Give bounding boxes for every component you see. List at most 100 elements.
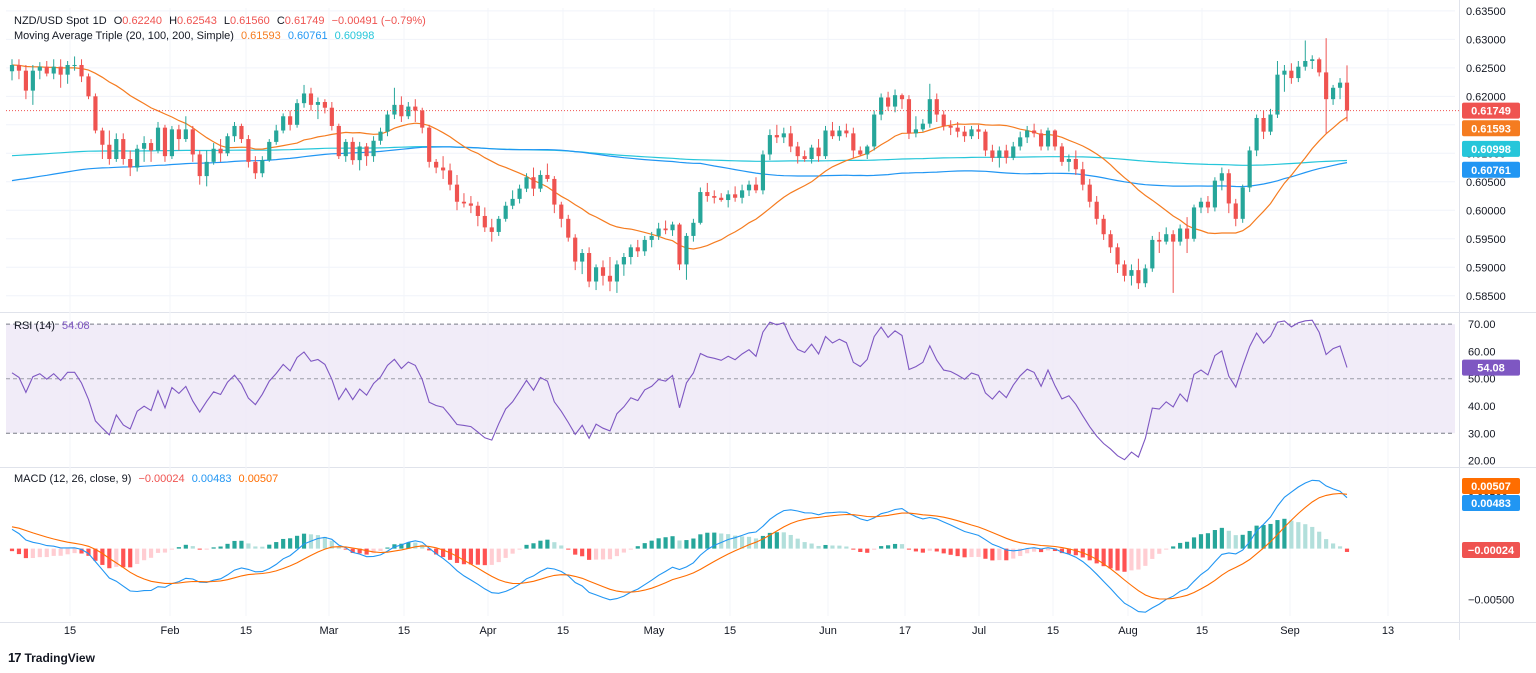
candle-body	[621, 257, 626, 265]
candle-body	[1038, 133, 1044, 147]
macd-histogram-bar	[733, 535, 738, 549]
macd-histogram-bar	[990, 548, 995, 561]
candle-body	[350, 141, 355, 161]
macd-histogram-bar	[114, 548, 119, 567]
candle-body	[1337, 82, 1343, 88]
macd-histogram-bar	[1282, 518, 1287, 549]
macd-histogram-bar	[948, 548, 953, 555]
candle-body	[190, 129, 195, 155]
candle-body	[197, 154, 202, 177]
rsi-legend: RSI (14) 54.08	[14, 319, 94, 333]
macd-tick-label: −0.00500	[1468, 595, 1514, 607]
macd-histogram-bar	[927, 548, 932, 551]
macd-histogram-bar	[225, 543, 230, 549]
candle-body	[886, 97, 891, 107]
macd-histogram-bar	[566, 548, 571, 550]
candle-body	[1184, 228, 1190, 239]
time-tick-label: Jul	[972, 625, 986, 637]
candle-body	[288, 116, 293, 125]
macd-histogram-bar	[899, 544, 905, 549]
candle-body	[941, 114, 946, 126]
macd-histogram-bar	[1205, 533, 1211, 549]
candle-body	[1087, 184, 1092, 202]
tradingview-mark-icon: 17	[8, 650, 22, 665]
macd-histogram-bar	[600, 548, 606, 560]
candle-body	[1073, 159, 1078, 170]
time-tick-label: 15	[64, 625, 76, 637]
macd-histogram-bar	[809, 543, 814, 549]
candle-body	[79, 64, 84, 77]
macd-histogram-bar	[1157, 548, 1162, 554]
candle-body	[635, 247, 640, 252]
candle-body	[420, 110, 425, 128]
tradingview-logo[interactable]: 17 TradingView	[8, 650, 95, 665]
macd-histogram-bar	[1101, 548, 1106, 567]
macd-histogram-bar	[1324, 539, 1329, 549]
macd-histogram-bar	[16, 548, 22, 555]
candle-body	[1004, 150, 1009, 158]
candle-body	[9, 64, 15, 72]
candle-body	[1094, 201, 1099, 219]
macd-histogram-bar	[1073, 548, 1078, 556]
candle-body	[1331, 87, 1336, 100]
macd-histogram-bar	[753, 538, 759, 549]
macd-histogram-bar	[1011, 548, 1016, 559]
candle-body	[934, 99, 939, 115]
candle-body	[16, 64, 22, 71]
candle-body	[148, 143, 154, 151]
macd-histogram-bar	[1212, 530, 1217, 549]
candle-body	[517, 188, 522, 199]
macd-histogram-bar	[649, 540, 654, 549]
rsi-tick-label: 70.00	[1468, 319, 1496, 331]
macd-histogram-bar	[1226, 530, 1231, 549]
macd-histogram-bar	[1108, 548, 1113, 569]
candle-body	[225, 136, 230, 154]
macd-histogram-bar	[1240, 534, 1245, 549]
macd-histogram-bar	[482, 548, 487, 566]
macd-histogram-bar	[920, 548, 925, 553]
macd-histogram-bar	[58, 548, 63, 556]
macd-histogram-bar	[427, 548, 432, 551]
macd-histogram-bar	[1059, 548, 1065, 554]
macd-histogram-bar	[1136, 548, 1141, 570]
candle-body	[858, 150, 863, 155]
macd-histogram-bar	[621, 548, 626, 553]
macd-histogram-bar	[691, 538, 696, 549]
symbol-title: NZD/USD Spot	[14, 15, 89, 27]
candle-body	[496, 218, 501, 232]
candle-body	[468, 203, 473, 206]
macd-histogram-bar	[211, 547, 216, 549]
macd-histogram-bar	[420, 544, 425, 549]
candle-body	[413, 106, 418, 111]
macd-histogram-bar	[677, 540, 682, 549]
macd-histogram-bar	[489, 548, 494, 565]
candle-body	[948, 125, 953, 128]
candle-body	[1212, 180, 1217, 208]
ma100-axis-label: 0.60761	[1471, 165, 1511, 177]
candle-body	[1226, 173, 1231, 204]
macd-histogram-bar	[1254, 525, 1259, 549]
candle-body	[531, 177, 536, 189]
candle-body	[86, 76, 91, 97]
candle-body	[726, 194, 731, 201]
ma20-axis-label: 0.61593	[1471, 123, 1511, 135]
price-tick-label: 0.63500	[1466, 6, 1506, 18]
macd-signal-value: 0.00507	[238, 473, 279, 485]
candle-body	[357, 146, 362, 161]
macd-histogram-bar	[614, 548, 620, 557]
macd-histogram-bar	[378, 548, 383, 552]
candle-body	[1080, 169, 1085, 185]
candle-body	[774, 135, 779, 138]
macd-histogram-bar	[357, 548, 362, 554]
time-tick-label: 13	[1382, 625, 1394, 637]
candle-body	[155, 127, 161, 151]
macd-histogram-bar	[767, 532, 772, 549]
candle-body	[1129, 270, 1134, 276]
macd-histogram-bar	[121, 548, 126, 568]
candle-body	[545, 174, 550, 179]
candle-body	[1240, 187, 1245, 219]
interval-label: 1D	[92, 15, 107, 27]
candle-body	[385, 114, 390, 132]
candle-body	[753, 184, 759, 191]
